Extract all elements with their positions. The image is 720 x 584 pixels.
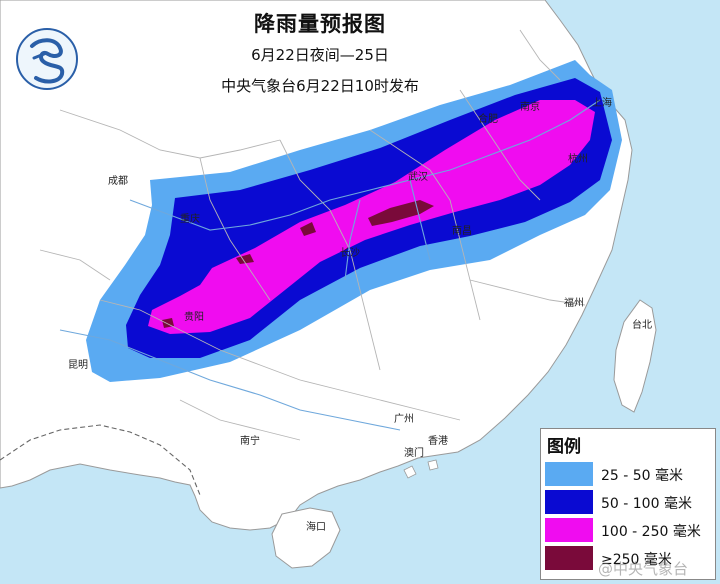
city-label-aomen: 澳门 bbox=[404, 448, 424, 459]
rain-zone-250-plus-2 bbox=[300, 222, 316, 236]
city-label-changsha: 长沙 bbox=[340, 248, 360, 259]
rain-zone-250-plus-1 bbox=[368, 200, 434, 226]
valid-period: 6月22日夜间—25日 bbox=[251, 46, 389, 64]
city-label-hangzhou: 杭州 bbox=[568, 154, 588, 165]
rivers bbox=[59, 99, 601, 431]
city-label-taibei: 台北 bbox=[632, 320, 652, 331]
weibo-watermark: @中央气象台 bbox=[598, 560, 689, 578]
hainan-island bbox=[271, 507, 341, 569]
map-title-block: 降雨量预报图 6月22日夜间—25日 中央气象台6月22日10时发布 bbox=[170, 8, 470, 96]
legend-item: ≥250 毫米 bbox=[545, 546, 713, 570]
map-title: 降雨量预报图 bbox=[254, 12, 386, 36]
legend-label: 100 - 250 毫米 bbox=[601, 524, 701, 540]
city-label-nanjing: 南京 bbox=[520, 102, 540, 113]
city-label-shanghai: 上海 bbox=[592, 98, 612, 109]
city-label-hefei: 合肥 bbox=[478, 114, 498, 125]
rain-zone-250-plus-3 bbox=[236, 254, 254, 264]
city-label-kunming: 昆明 bbox=[68, 360, 88, 371]
legend-swatch bbox=[545, 490, 593, 514]
city-label-chengdu: 成都 bbox=[108, 176, 128, 187]
city-label-haikou: 海口 bbox=[306, 522, 326, 533]
legend-title: 图例 bbox=[547, 437, 581, 457]
city-label-chongqing: 重庆 bbox=[180, 214, 200, 225]
legend-item: 25 - 50 毫米 bbox=[545, 462, 713, 486]
legend-swatch bbox=[545, 462, 593, 486]
legend-label: 25 - 50 毫米 bbox=[601, 468, 684, 484]
city-label-guiyang: 贵阳 bbox=[184, 312, 204, 323]
legend-box: 图例 25 - 50 毫米 50 - 100 毫米 100 - 250 毫米 ≥… bbox=[540, 428, 716, 580]
city-label-nanning: 南宁 bbox=[240, 436, 260, 447]
cma-logo-icon bbox=[14, 24, 80, 94]
city-label-fuzhou: 福州 bbox=[564, 298, 584, 309]
legend-label: ≥250 毫米 bbox=[601, 552, 672, 568]
taiwan-island bbox=[613, 299, 657, 413]
issuer-line: 中央气象台6月22日10时发布 bbox=[221, 77, 419, 95]
national-border bbox=[0, 424, 201, 496]
legend-swatch bbox=[545, 546, 593, 570]
province-boundaries bbox=[39, 29, 586, 441]
legend-item: 100 - 250 毫米 bbox=[545, 518, 713, 542]
legend-swatch bbox=[545, 518, 593, 542]
coastal-islands bbox=[403, 459, 439, 479]
city-label-xianggang: 香港 bbox=[428, 436, 448, 447]
city-label-guangzhou: 广州 bbox=[394, 414, 414, 425]
city-label-nanchang: 南昌 bbox=[452, 226, 472, 237]
legend-label: 50 - 100 毫米 bbox=[601, 496, 692, 512]
city-label-wuhan: 武汉 bbox=[408, 172, 428, 183]
legend-item: 50 - 100 毫米 bbox=[545, 490, 713, 514]
